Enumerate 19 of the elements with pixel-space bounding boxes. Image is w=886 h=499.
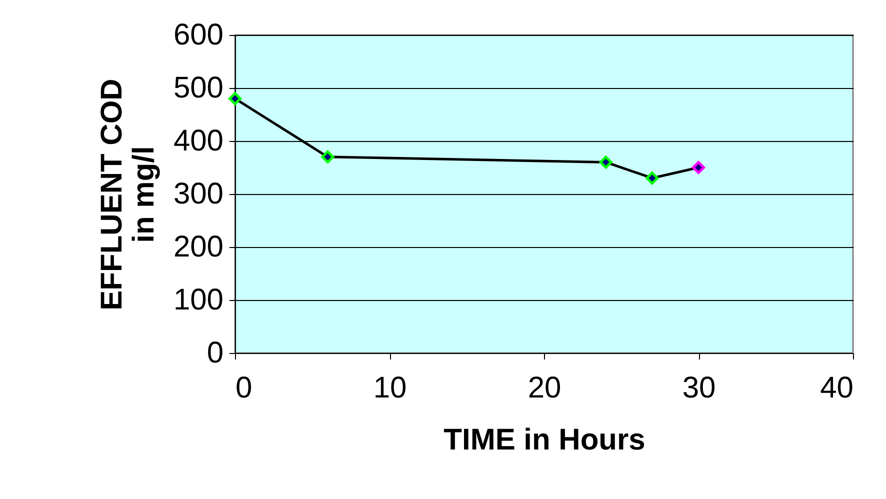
x-axis-title: TIME in Hours bbox=[444, 424, 646, 456]
y-tick-label: 200 bbox=[173, 230, 224, 264]
y-tick-label: 100 bbox=[173, 284, 224, 316]
x-tick-label: 40 bbox=[820, 372, 854, 404]
y-tick-label: 400 bbox=[173, 124, 224, 158]
x-tick-label: 10 bbox=[373, 372, 407, 404]
point bbox=[321, 150, 334, 164]
y-tick-label: 600 bbox=[173, 18, 224, 52]
x-tick-label: 20 bbox=[528, 372, 562, 404]
point bbox=[599, 156, 612, 169]
point bbox=[646, 172, 659, 185]
x-tick-label: 0 bbox=[236, 372, 252, 404]
y-tick-label: 0 bbox=[206, 336, 224, 370]
point bbox=[228, 92, 242, 106]
y-tick-label: 500 bbox=[173, 72, 224, 104]
point bbox=[692, 161, 705, 174]
x-tick-label: 30 bbox=[682, 372, 716, 404]
y-axis-title: EFFLUENT COD in mg/l bbox=[95, 78, 160, 310]
y-tick-label: 300 bbox=[173, 178, 224, 210]
